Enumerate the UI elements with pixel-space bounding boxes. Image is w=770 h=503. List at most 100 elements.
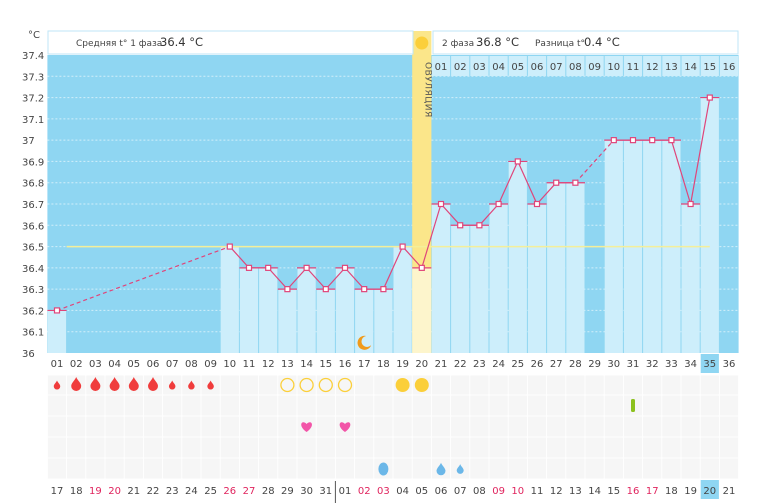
symbol-cell[interactable]	[47, 416, 67, 437]
symbol-cell[interactable]	[67, 416, 86, 437]
symbol-cell[interactable]	[163, 458, 182, 479]
symbol-cell[interactable]	[719, 437, 739, 458]
symbol-cell[interactable]	[297, 437, 316, 458]
symbol-cell[interactable]	[182, 416, 201, 437]
symbol-cell[interactable]	[316, 458, 335, 479]
symbol-cell[interactable]	[67, 437, 86, 458]
symbol-cell[interactable]	[662, 437, 681, 458]
symbol-cell[interactable]	[335, 437, 355, 458]
symbol-cell[interactable]	[604, 416, 623, 437]
symbol-cell[interactable]	[239, 395, 259, 416]
symbol-cell[interactable]	[604, 395, 623, 416]
symbol-cell[interactable]	[489, 375, 508, 395]
symbol-cell[interactable]	[259, 437, 278, 458]
symbol-cell[interactable]	[681, 416, 700, 437]
symbol-cell[interactable]	[393, 395, 412, 416]
symbol-cell[interactable]	[182, 395, 201, 416]
symbol-cell[interactable]	[566, 416, 585, 437]
symbol-cell[interactable]	[105, 416, 124, 437]
symbol-cell[interactable]	[623, 416, 643, 437]
symbol-cell[interactable]	[643, 395, 662, 416]
symbol-cell[interactable]	[201, 395, 220, 416]
symbol-cell[interactable]	[220, 437, 239, 458]
symbol-cell[interactable]	[547, 416, 566, 437]
symbol-cell[interactable]	[489, 395, 508, 416]
symbol-cell[interactable]	[86, 437, 105, 458]
symbol-cell[interactable]	[700, 395, 719, 416]
symbol-cell[interactable]	[259, 375, 278, 395]
symbol-cell[interactable]	[239, 375, 259, 395]
symbol-cell[interactable]	[566, 437, 585, 458]
symbol-cell[interactable]	[451, 416, 470, 437]
symbol-cell[interactable]	[143, 437, 163, 458]
symbol-cell[interactable]	[239, 437, 259, 458]
symbol-cell[interactable]	[547, 375, 566, 395]
symbol-cell[interactable]	[681, 437, 700, 458]
symbol-cell[interactable]	[643, 416, 662, 437]
symbol-cell[interactable]	[681, 375, 700, 395]
symbol-cell[interactable]	[470, 416, 489, 437]
symbol-cell[interactable]	[662, 416, 681, 437]
symbol-cell[interactable]	[163, 395, 182, 416]
symbol-cell[interactable]	[585, 395, 604, 416]
symbol-cell[interactable]	[662, 395, 681, 416]
symbol-cell[interactable]	[335, 458, 355, 479]
symbol-cell[interactable]	[527, 416, 547, 437]
symbol-cell[interactable]	[431, 437, 451, 458]
symbol-cell[interactable]	[47, 395, 67, 416]
symbol-cell[interactable]	[47, 458, 67, 479]
symbol-cell[interactable]	[681, 458, 700, 479]
symbol-cell[interactable]	[643, 458, 662, 479]
symbol-cell[interactable]	[700, 416, 719, 437]
symbol-cell[interactable]	[719, 375, 739, 395]
symbol-cell[interactable]	[412, 395, 431, 416]
symbol-cell[interactable]	[143, 395, 163, 416]
symbol-cell[interactable]	[220, 416, 239, 437]
symbol-cell[interactable]	[585, 437, 604, 458]
symbol-cell[interactable]	[86, 416, 105, 437]
symbol-cell[interactable]	[508, 458, 527, 479]
symbol-cell[interactable]	[297, 395, 316, 416]
symbol-cell[interactable]	[585, 375, 604, 395]
symbol-cell[interactable]	[278, 437, 297, 458]
symbol-cell[interactable]	[527, 375, 547, 395]
symbol-cell[interactable]	[566, 375, 585, 395]
symbol-cell[interactable]	[163, 437, 182, 458]
symbol-cell[interactable]	[470, 395, 489, 416]
symbol-cell[interactable]	[374, 395, 393, 416]
symbol-cell[interactable]	[143, 416, 163, 437]
symbol-cell[interactable]	[220, 375, 239, 395]
symbol-cell[interactable]	[489, 416, 508, 437]
symbol-cell[interactable]	[182, 437, 201, 458]
symbol-cell[interactable]	[681, 395, 700, 416]
symbol-cell[interactable]	[124, 416, 143, 437]
symbol-cell[interactable]	[547, 395, 566, 416]
symbol-cell[interactable]	[623, 458, 643, 479]
symbol-cell[interactable]	[182, 458, 201, 479]
symbol-cell[interactable]	[527, 437, 547, 458]
symbol-cell[interactable]	[643, 437, 662, 458]
symbol-cell[interactable]	[489, 458, 508, 479]
symbol-cell[interactable]	[105, 458, 124, 479]
symbol-cell[interactable]	[374, 437, 393, 458]
symbol-cell[interactable]	[278, 458, 297, 479]
symbol-cell[interactable]	[239, 458, 259, 479]
symbol-cell[interactable]	[412, 416, 431, 437]
symbol-cell[interactable]	[105, 395, 124, 416]
symbol-cell[interactable]	[431, 395, 451, 416]
symbol-cell[interactable]	[124, 395, 143, 416]
symbol-cell[interactable]	[239, 416, 259, 437]
symbol-cell[interactable]	[412, 437, 431, 458]
symbol-cell[interactable]	[393, 458, 412, 479]
symbol-cell[interactable]	[662, 375, 681, 395]
symbol-cell[interactable]	[67, 458, 86, 479]
symbol-cell[interactable]	[163, 416, 182, 437]
symbol-cell[interactable]	[201, 416, 220, 437]
symbol-cell[interactable]	[412, 458, 431, 479]
symbol-cell[interactable]	[355, 416, 374, 437]
symbol-cell[interactable]	[47, 437, 67, 458]
symbol-cell[interactable]	[719, 416, 739, 437]
symbol-cell[interactable]	[124, 458, 143, 479]
symbol-cell[interactable]	[143, 458, 163, 479]
symbol-cell[interactable]	[431, 416, 451, 437]
